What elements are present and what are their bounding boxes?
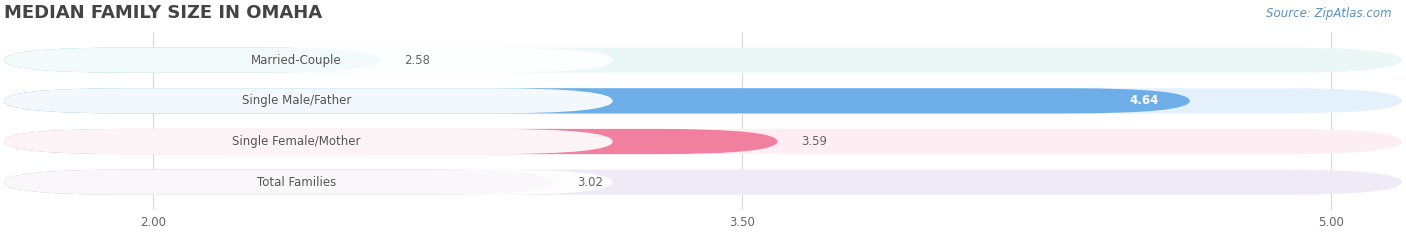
Text: Single Female/Mother: Single Female/Mother	[232, 135, 360, 148]
FancyBboxPatch shape	[4, 88, 613, 113]
Text: 3.59: 3.59	[801, 135, 827, 148]
FancyBboxPatch shape	[4, 48, 613, 73]
Text: Married-Couple: Married-Couple	[250, 54, 342, 67]
Text: 2.58: 2.58	[405, 54, 430, 67]
Text: MEDIAN FAMILY SIZE IN OMAHA: MEDIAN FAMILY SIZE IN OMAHA	[4, 4, 322, 22]
FancyBboxPatch shape	[4, 170, 554, 195]
FancyBboxPatch shape	[4, 170, 1402, 195]
FancyBboxPatch shape	[4, 129, 778, 154]
Text: Single Male/Father: Single Male/Father	[242, 94, 352, 107]
Text: 4.64: 4.64	[1129, 94, 1159, 107]
FancyBboxPatch shape	[4, 48, 1402, 73]
FancyBboxPatch shape	[4, 88, 1189, 113]
FancyBboxPatch shape	[4, 88, 1402, 113]
FancyBboxPatch shape	[4, 129, 1402, 154]
Text: 3.02: 3.02	[578, 176, 603, 189]
Text: Source: ZipAtlas.com: Source: ZipAtlas.com	[1267, 7, 1392, 20]
FancyBboxPatch shape	[4, 48, 381, 73]
Text: Total Families: Total Families	[257, 176, 336, 189]
FancyBboxPatch shape	[4, 170, 613, 195]
FancyBboxPatch shape	[4, 129, 613, 154]
